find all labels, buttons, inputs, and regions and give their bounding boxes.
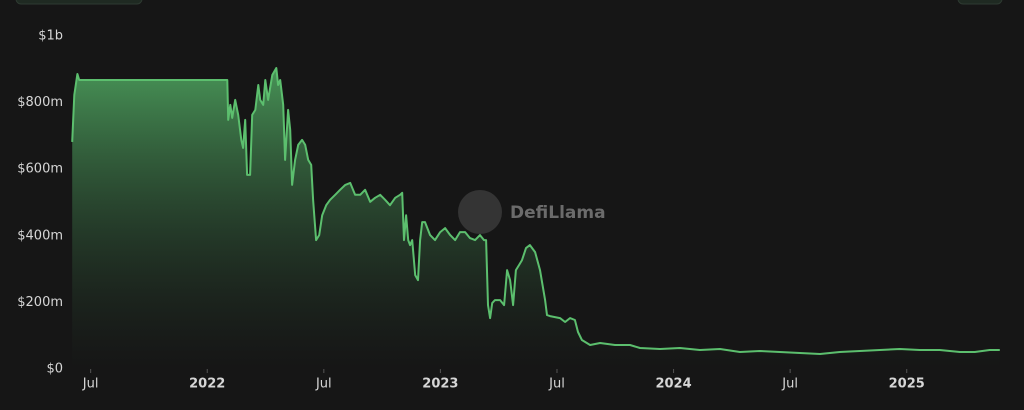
y-tick-label: $800m — [17, 95, 63, 110]
watermark: DefiLlama — [510, 203, 606, 223]
y-tick-label: $400m — [17, 228, 63, 243]
y-tick-label: $200m — [17, 295, 63, 310]
x-tick-label: Jul — [781, 377, 798, 392]
x-tick-label: Jul — [548, 377, 565, 392]
plot: $0 $200m $400m $600m $800m $1b Jul 2022 Jul 2023 J… — [17, 29, 1000, 392]
x-tick-label: Jul — [315, 377, 332, 392]
watermark-group: DefiLlama — [458, 190, 606, 234]
x-tick-label: 2025 — [889, 377, 925, 392]
y-tick-label: $0 — [46, 362, 63, 377]
x-tick-label: 2024 — [655, 377, 691, 392]
watermark-logo — [458, 190, 502, 234]
x-tick-label: Jul — [82, 377, 99, 392]
x-tick-label: 2023 — [422, 377, 458, 392]
menu-button[interactable] — [957, 0, 1003, 5]
toggle-button[interactable] — [15, 0, 143, 5]
y-tick-label: $600m — [17, 162, 63, 177]
y-tick-label: $1b — [38, 29, 63, 44]
x-tick-label: 2022 — [189, 377, 225, 392]
line — [71, 67, 1000, 355]
